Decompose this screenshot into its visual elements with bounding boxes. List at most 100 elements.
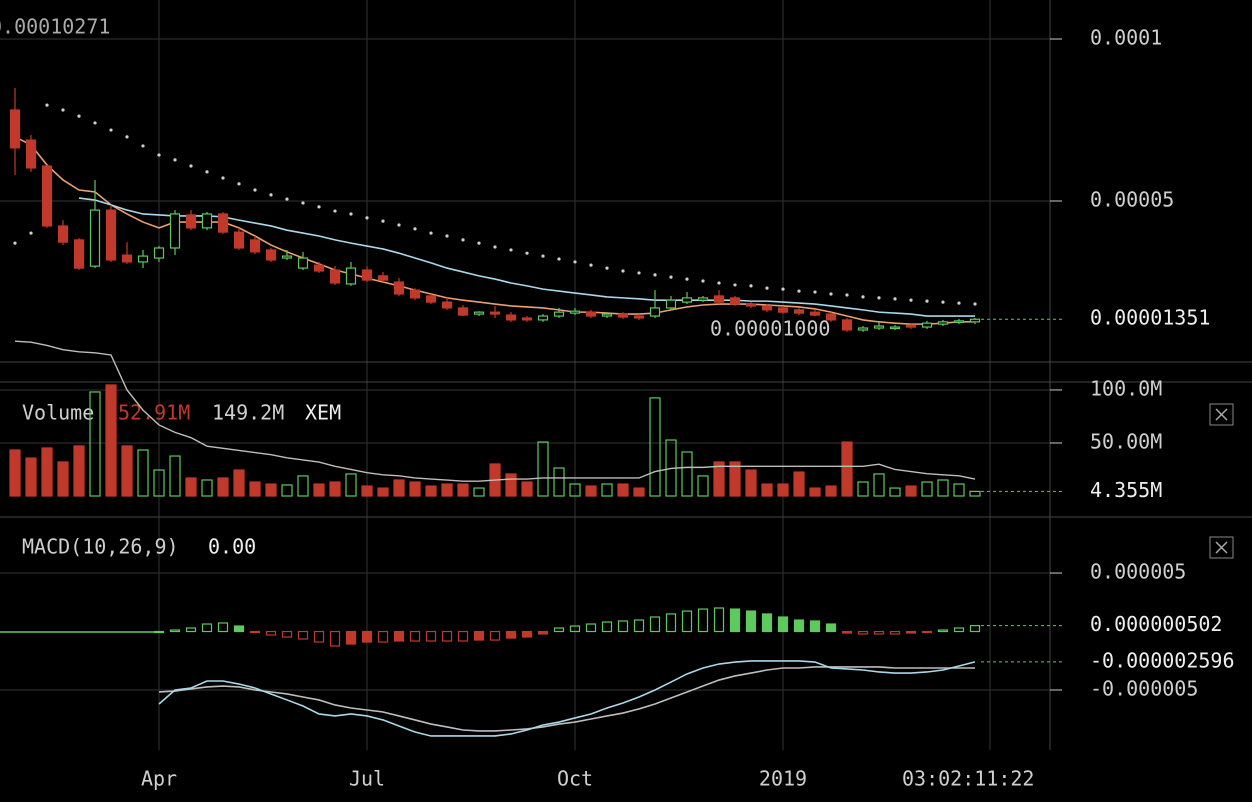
volume-bar (361, 485, 373, 497)
sar-dot (733, 283, 737, 287)
sar-dot (317, 205, 321, 209)
histogram-bar (249, 630, 261, 634)
sar-dot (237, 182, 241, 186)
sar-dot (925, 299, 929, 303)
candle-body (105, 209, 117, 261)
candle-body (249, 239, 261, 253)
legend-value: XEM (305, 401, 341, 425)
sar-dot (77, 114, 81, 118)
candle-body (425, 295, 437, 303)
candle-body (777, 307, 789, 313)
volume-bar (505, 473, 517, 497)
sar-dot (509, 248, 513, 252)
volume-bar (201, 479, 213, 497)
volume-bar (57, 461, 69, 497)
close-box[interactable] (1209, 403, 1234, 426)
volume-bar (633, 487, 645, 497)
volume-bar (153, 469, 165, 497)
volume-bar (681, 451, 693, 497)
histogram-bar (729, 608, 741, 633)
candle-body (665, 299, 677, 309)
sar-dot (125, 135, 129, 139)
candle-body (553, 311, 565, 317)
candle-body (649, 307, 661, 317)
sar-dot (205, 170, 209, 174)
panel-title: MACD(10,26,9) (22, 535, 179, 559)
candle-body (745, 303, 757, 307)
candle-body (201, 213, 213, 229)
last-value-label: 0.000000502 (1090, 612, 1222, 636)
volume-bar (553, 467, 565, 497)
histogram-bar (377, 630, 389, 643)
sar-dot (157, 153, 161, 157)
sar-dot (109, 128, 113, 132)
candle-body (761, 305, 773, 311)
sar-dot (781, 287, 785, 291)
sar-dot (621, 269, 625, 273)
volume-bar (921, 481, 933, 497)
candle-body (905, 324, 917, 328)
candle-body (89, 209, 101, 267)
volume-average (14, 340, 976, 482)
close-button[interactable] (1209, 536, 1234, 559)
histogram-bar (649, 616, 661, 633)
volume-bar (825, 485, 837, 497)
sar-dot (573, 260, 577, 264)
y-tick-label: 100.0M (1090, 376, 1162, 400)
histogram-bar (585, 623, 597, 633)
sar-dot (333, 209, 337, 213)
volume-bar (713, 461, 725, 497)
histogram-bar (777, 616, 789, 633)
volume-bar (393, 479, 405, 497)
volume-bar (473, 487, 485, 497)
close-button[interactable] (1209, 403, 1234, 426)
histogram-bar (633, 619, 645, 633)
x-tick-label: 2019 (759, 767, 807, 791)
histogram-bar (969, 625, 981, 633)
close-box[interactable] (1209, 536, 1234, 559)
histogram-bar (873, 630, 885, 635)
sar-dot (93, 121, 97, 125)
candle-body (713, 295, 725, 303)
sar-dot (813, 290, 817, 294)
histogram-bar (841, 630, 853, 634)
histogram-bar (329, 630, 341, 647)
candle-body (265, 249, 277, 261)
sar-dot (637, 271, 641, 275)
sar-dot (445, 234, 449, 238)
histogram-bar (681, 610, 693, 633)
histogram-bar (345, 630, 357, 645)
sar-dot (381, 219, 385, 223)
close-icon[interactable] (1215, 541, 1228, 554)
sar-dot (285, 197, 289, 201)
y-tick-label: -0.000005 (1090, 676, 1198, 700)
histogram-bar (169, 629, 181, 633)
candle-body (569, 310, 581, 314)
histogram-bar (825, 623, 837, 633)
volume-bar (25, 457, 37, 497)
sar-dot (29, 231, 33, 235)
histogram-bar (313, 630, 325, 643)
candle-body (169, 213, 181, 249)
sar-dot (461, 238, 465, 242)
sar-dot (221, 176, 225, 180)
candle-body (25, 139, 37, 169)
sar-dot (909, 298, 913, 302)
candle-body (345, 267, 357, 285)
candle-body (585, 311, 597, 317)
candle-body (537, 315, 549, 321)
close-icon[interactable] (1215, 408, 1228, 421)
volume-bar (969, 490, 981, 497)
candle-body (377, 275, 389, 281)
candle-body (793, 309, 805, 314)
last-value-label: 0.00001351 (1090, 306, 1210, 330)
volume-bar (873, 473, 885, 497)
candle-body (329, 269, 341, 284)
candle-body (505, 314, 517, 321)
sar-dot (13, 241, 17, 245)
x-tick-label: Jul (349, 767, 385, 791)
volume-bar (9, 449, 21, 497)
sar-dot (845, 293, 849, 297)
